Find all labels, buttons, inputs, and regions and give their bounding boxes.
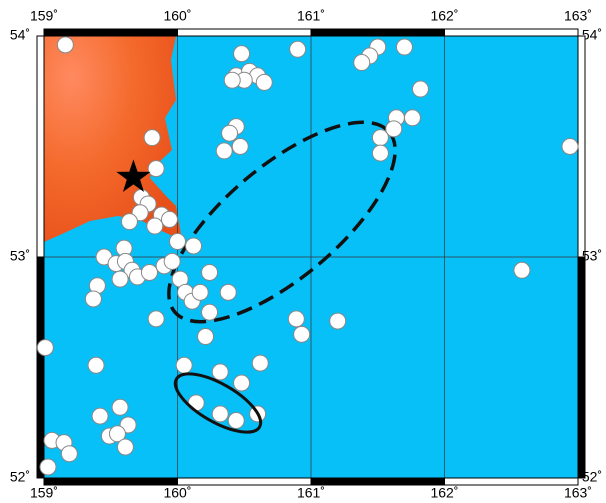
- event: [37, 340, 53, 356]
- event: [117, 439, 133, 455]
- map: 159˚ 159˚ 160˚ 160˚ 161˚ 161˚ 162˚ 162˚ 163˚ 163˚…: [0, 0, 606, 503]
- event: [112, 399, 128, 415]
- event: [396, 39, 412, 55]
- event: [290, 41, 306, 57]
- event: [514, 262, 530, 278]
- frame-segment: [178, 29, 312, 36]
- event: [212, 364, 228, 380]
- event: [202, 304, 218, 320]
- event: [40, 459, 56, 475]
- frame-segment: [578, 36, 585, 257]
- event: [121, 214, 137, 230]
- frame-segment: [578, 257, 585, 478]
- event: [216, 143, 232, 159]
- event: [220, 284, 236, 300]
- event: [186, 238, 202, 254]
- event: [228, 413, 244, 429]
- lat-label: 54˚: [10, 27, 30, 43]
- event: [294, 326, 310, 342]
- event: [232, 139, 248, 155]
- event: [256, 74, 272, 90]
- event: [372, 145, 388, 161]
- event: [61, 446, 77, 462]
- event: [88, 357, 104, 373]
- lon-label: 160˚: [163, 8, 191, 24]
- frame-segment: [445, 29, 579, 36]
- frame-segment: [37, 257, 44, 478]
- event: [288, 311, 304, 327]
- event: [192, 284, 208, 300]
- event: [198, 329, 214, 345]
- event: [234, 375, 250, 391]
- event: [252, 355, 268, 371]
- event: [148, 311, 164, 327]
- lon-label: 159˚: [30, 485, 58, 501]
- event: [412, 81, 428, 97]
- event: [144, 130, 160, 146]
- frame-segment: [37, 36, 44, 257]
- frame-segment: [445, 478, 579, 485]
- lon-label: 162˚: [430, 8, 458, 24]
- lon-label: 159˚: [30, 8, 58, 24]
- event: [222, 125, 238, 141]
- frame-segment: [44, 478, 178, 485]
- lat-label: 52˚: [10, 469, 30, 485]
- event: [212, 406, 228, 422]
- lat-label: 53˚: [10, 248, 30, 264]
- event: [147, 218, 163, 234]
- event: [330, 313, 346, 329]
- event: [562, 139, 578, 155]
- lat-label: 52˚: [582, 469, 602, 485]
- lon-label: 163˚: [564, 485, 592, 501]
- event: [85, 291, 101, 307]
- lon-label: 163˚: [564, 8, 592, 24]
- event: [176, 357, 192, 373]
- lon-label: 160˚: [163, 485, 191, 501]
- lon-label: 161˚: [297, 8, 325, 24]
- frame-segment: [44, 29, 178, 36]
- event: [404, 110, 420, 126]
- lon-label: 161˚: [297, 485, 325, 501]
- frame-segment: [311, 478, 445, 485]
- event: [148, 161, 164, 177]
- event: [234, 46, 250, 62]
- event: [202, 264, 218, 280]
- frame-segment: [178, 478, 312, 485]
- event: [57, 37, 73, 53]
- lon-label: 162˚: [430, 485, 458, 501]
- event: [161, 211, 177, 227]
- event: [112, 271, 128, 287]
- frame-segment: [311, 29, 445, 36]
- event: [92, 408, 108, 424]
- event: [354, 55, 370, 71]
- event: [372, 130, 388, 146]
- event: [224, 72, 240, 88]
- event: [164, 253, 180, 269]
- event: [170, 234, 186, 250]
- event: [141, 264, 157, 280]
